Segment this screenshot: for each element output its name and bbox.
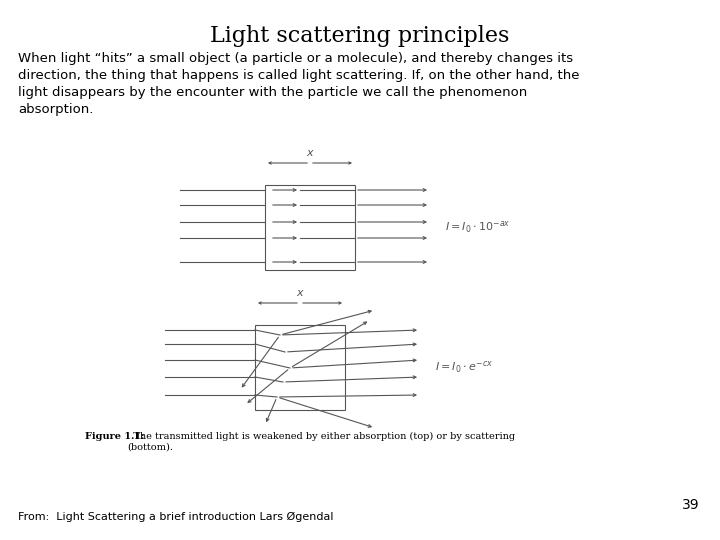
Bar <box>255 325 345 410</box>
Text: The transmitted light is weakened by either absorption (top) or by scattering
(b: The transmitted light is weakened by eit… <box>127 432 515 451</box>
Text: 39: 39 <box>683 498 700 512</box>
Text: $x$: $x$ <box>295 288 305 298</box>
Text: Figure 1.1:: Figure 1.1: <box>85 432 145 441</box>
Text: $I = I_0 \cdot 10^{-ax}$: $I = I_0 \cdot 10^{-ax}$ <box>445 220 510 235</box>
Text: $x$: $x$ <box>305 148 315 158</box>
Bar <box>265 185 355 270</box>
Text: $I = I_0 \cdot e^{-cx}$: $I = I_0 \cdot e^{-cx}$ <box>435 360 493 375</box>
Text: Light scattering principles: Light scattering principles <box>210 25 510 47</box>
Text: From:  Light Scattering a brief introduction Lars Øgendal: From: Light Scattering a brief introduct… <box>18 512 333 522</box>
Text: When light “hits” a small object (a particle or a molecule), and thereby changes: When light “hits” a small object (a part… <box>18 52 580 116</box>
